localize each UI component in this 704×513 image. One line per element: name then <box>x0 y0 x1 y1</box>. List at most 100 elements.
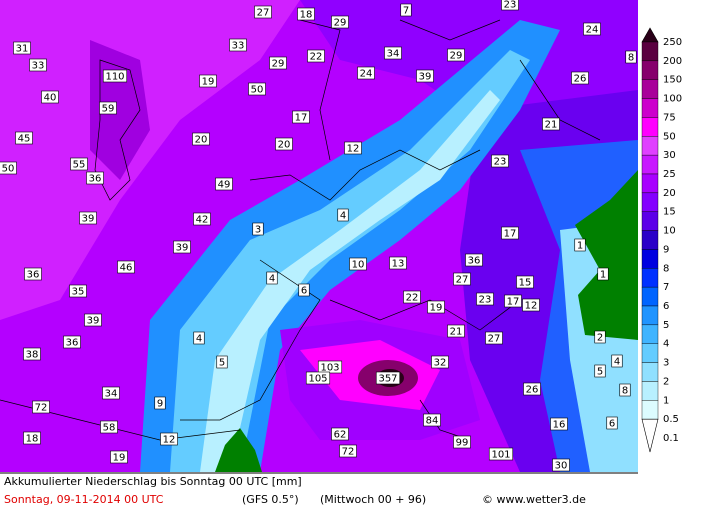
precip-label: 35 <box>72 287 85 298</box>
label-box <box>465 253 483 267</box>
legend-label: 2 <box>663 376 669 387</box>
label-box <box>550 417 568 431</box>
legend-swatch <box>641 79 659 99</box>
label-box <box>297 7 315 21</box>
precip-label: 10 <box>352 260 365 271</box>
precip-label: 2 <box>597 333 603 344</box>
precip-label: 34 <box>387 49 400 60</box>
legend-label: 7 <box>663 282 669 293</box>
label-box <box>331 427 349 441</box>
legend-swatch <box>641 362 659 382</box>
precip-label: 58 <box>103 423 116 434</box>
precip-label: 55 <box>73 160 86 171</box>
precip-label: 15 <box>519 278 532 289</box>
precip-label: 31 <box>16 44 29 55</box>
legend-swatch <box>641 154 659 175</box>
label-box <box>447 48 465 62</box>
label-box <box>571 71 589 85</box>
label-box <box>69 284 87 298</box>
precip-label: 23 <box>504 0 517 11</box>
precip-label: 29 <box>334 18 347 29</box>
precip-label: 20 <box>278 140 291 151</box>
label-box <box>516 275 534 289</box>
legend-label: 4 <box>663 339 669 350</box>
label-box <box>102 69 128 83</box>
precip-label: 33 <box>32 61 45 72</box>
legend-swatch <box>641 136 659 156</box>
label-box <box>23 347 41 361</box>
label-box <box>344 141 362 155</box>
label-box <box>597 267 609 281</box>
legend-label: 1 <box>663 395 669 406</box>
label-box <box>298 283 310 297</box>
label-box <box>154 396 166 410</box>
precip-label: 18 <box>26 434 39 445</box>
precip-label: 62 <box>334 430 347 441</box>
precip-label: 1 <box>600 270 606 281</box>
precip-label: 19 <box>113 453 126 464</box>
label-box <box>522 298 540 312</box>
legend-label: 75 <box>663 112 676 123</box>
precip-label: 22 <box>310 52 323 63</box>
legend-label: 200 <box>663 56 682 67</box>
footer-model: (GFS 0.5°) <box>242 493 299 506</box>
label-box <box>13 41 31 55</box>
label-box <box>41 90 59 104</box>
label-box <box>15 131 33 145</box>
label-box <box>215 177 233 191</box>
label-box <box>331 15 349 29</box>
label-box <box>447 324 465 338</box>
precip-label: 5 <box>219 358 225 369</box>
label-box <box>84 313 102 327</box>
footer-title: Akkumulierter Niederschlag bis Sonntag 0… <box>4 475 302 488</box>
precip-label: 29 <box>450 51 463 62</box>
legend-swatch <box>641 268 659 288</box>
label-box <box>252 222 264 236</box>
label-box <box>384 46 402 60</box>
label-box <box>625 50 637 64</box>
label-box <box>357 66 375 80</box>
label-box <box>307 49 325 63</box>
precip-label: 9 <box>157 399 163 410</box>
label-box <box>173 240 191 254</box>
precip-label: 30 <box>555 461 568 472</box>
legend-label: 20 <box>663 188 676 199</box>
precip-label: 49 <box>218 180 231 191</box>
label-box <box>491 154 509 168</box>
precip-label: 8 <box>628 53 634 64</box>
label-box <box>583 22 601 36</box>
precip-label: 50 <box>2 164 15 175</box>
label-box <box>229 38 247 52</box>
label-box <box>427 300 445 314</box>
label-box <box>275 137 293 151</box>
label-box <box>63 335 81 349</box>
precip-label: 39 <box>87 316 100 327</box>
legend-label: 0.5 <box>663 414 679 425</box>
legend-swatch <box>641 192 659 212</box>
precip-label: 1 <box>577 241 583 252</box>
label-box <box>501 0 519 11</box>
precip-label: 26 <box>526 385 539 396</box>
footer-date: Sonntag, 09-11-2014 00 UTC <box>4 493 164 506</box>
label-box <box>611 354 623 368</box>
label-box <box>337 208 349 222</box>
precip-label: 21 <box>450 327 463 338</box>
precip-label: 21 <box>545 120 558 131</box>
label-box <box>400 3 412 17</box>
label-box <box>102 386 120 400</box>
legend-swatch <box>641 230 659 250</box>
footer-credit: © www.wetter3.de <box>482 493 586 506</box>
label-box <box>248 82 266 96</box>
label-box <box>594 364 606 378</box>
precip-label: 99 <box>456 438 469 449</box>
label-box <box>86 171 104 185</box>
label-box <box>339 444 357 458</box>
legend-swatch <box>641 98 659 118</box>
precip-label: 8 <box>622 386 628 397</box>
precip-label: 39 <box>82 214 95 225</box>
precip-label: 42 <box>196 215 209 226</box>
precip-label: 39 <box>176 243 189 254</box>
label-box <box>523 382 541 396</box>
